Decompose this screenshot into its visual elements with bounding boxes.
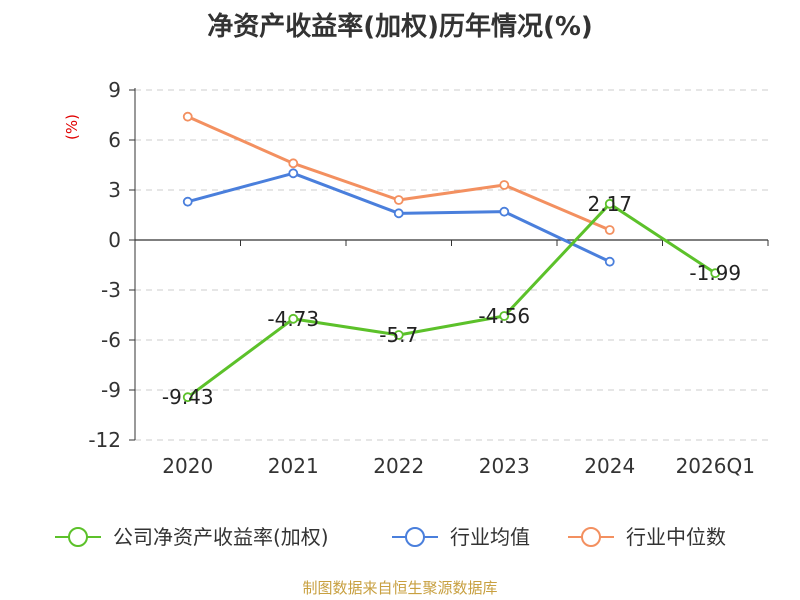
x-tick-label: 2024 — [584, 454, 635, 478]
legend-label: 公司净资产收益率(加权) — [113, 525, 329, 549]
data-label: -1.99 — [689, 261, 741, 285]
x-tick-label: 2022 — [373, 454, 424, 478]
data-point[interactable] — [393, 195, 404, 205]
legend-label: 行业中位数 — [626, 525, 726, 549]
data-point[interactable] — [499, 206, 510, 217]
source-note: 制图数据来自恒生聚源数据库 — [302, 579, 498, 597]
legend-marker — [405, 527, 425, 547]
legend-item[interactable]: 行业均值 — [392, 525, 530, 549]
data-point[interactable] — [499, 180, 510, 190]
data-point[interactable] — [182, 196, 193, 207]
data-label: -4.73 — [267, 307, 319, 331]
data-label: -4.56 — [478, 304, 530, 328]
data-point[interactable] — [182, 392, 193, 403]
x-tick-label: 2020 — [162, 454, 213, 478]
data-point[interactable] — [182, 111, 193, 122]
data-point[interactable] — [393, 208, 404, 219]
data-point[interactable] — [288, 313, 299, 324]
series-line-0 — [186, 202, 717, 399]
y-tick-label: -9 — [101, 378, 121, 402]
x-tick-label: 2026Q1 — [676, 454, 755, 478]
chart-title: 净资产收益率(加权)历年情况(%) — [207, 12, 593, 42]
y-tick-label: -6 — [101, 328, 121, 352]
y-tick-label: -3 — [101, 278, 121, 302]
data-point[interactable] — [710, 268, 721, 279]
legend-item[interactable]: 公司净资产收益率(加权) — [55, 525, 329, 549]
legend-marker — [581, 527, 601, 547]
x-tick-label: 2021 — [268, 454, 319, 478]
data-point[interactable] — [604, 256, 615, 267]
data-point[interactable] — [499, 311, 510, 321]
data-point[interactable] — [288, 158, 299, 169]
data-point[interactable] — [393, 330, 404, 340]
data-label: 2.17 — [587, 192, 632, 216]
y-tick-label: 6 — [108, 128, 121, 152]
data-point[interactable] — [288, 168, 299, 179]
x-tick-label: 2023 — [479, 454, 530, 478]
legend-item[interactable]: 行业中位数 — [568, 525, 726, 549]
legend-label: 行业均值 — [450, 525, 530, 549]
y-tick-label: 0 — [108, 228, 121, 252]
data-label: -5.7 — [379, 323, 418, 347]
y-axis-label: (%) — [63, 114, 81, 140]
data-label: -9.43 — [162, 385, 214, 409]
data-point[interactable] — [604, 198, 615, 209]
y-tick-label: 3 — [108, 178, 121, 202]
legend-marker — [68, 527, 88, 547]
data-point[interactable] — [604, 225, 615, 235]
y-tick-label: -12 — [88, 428, 121, 452]
y-tick-label: 9 — [108, 78, 121, 102]
